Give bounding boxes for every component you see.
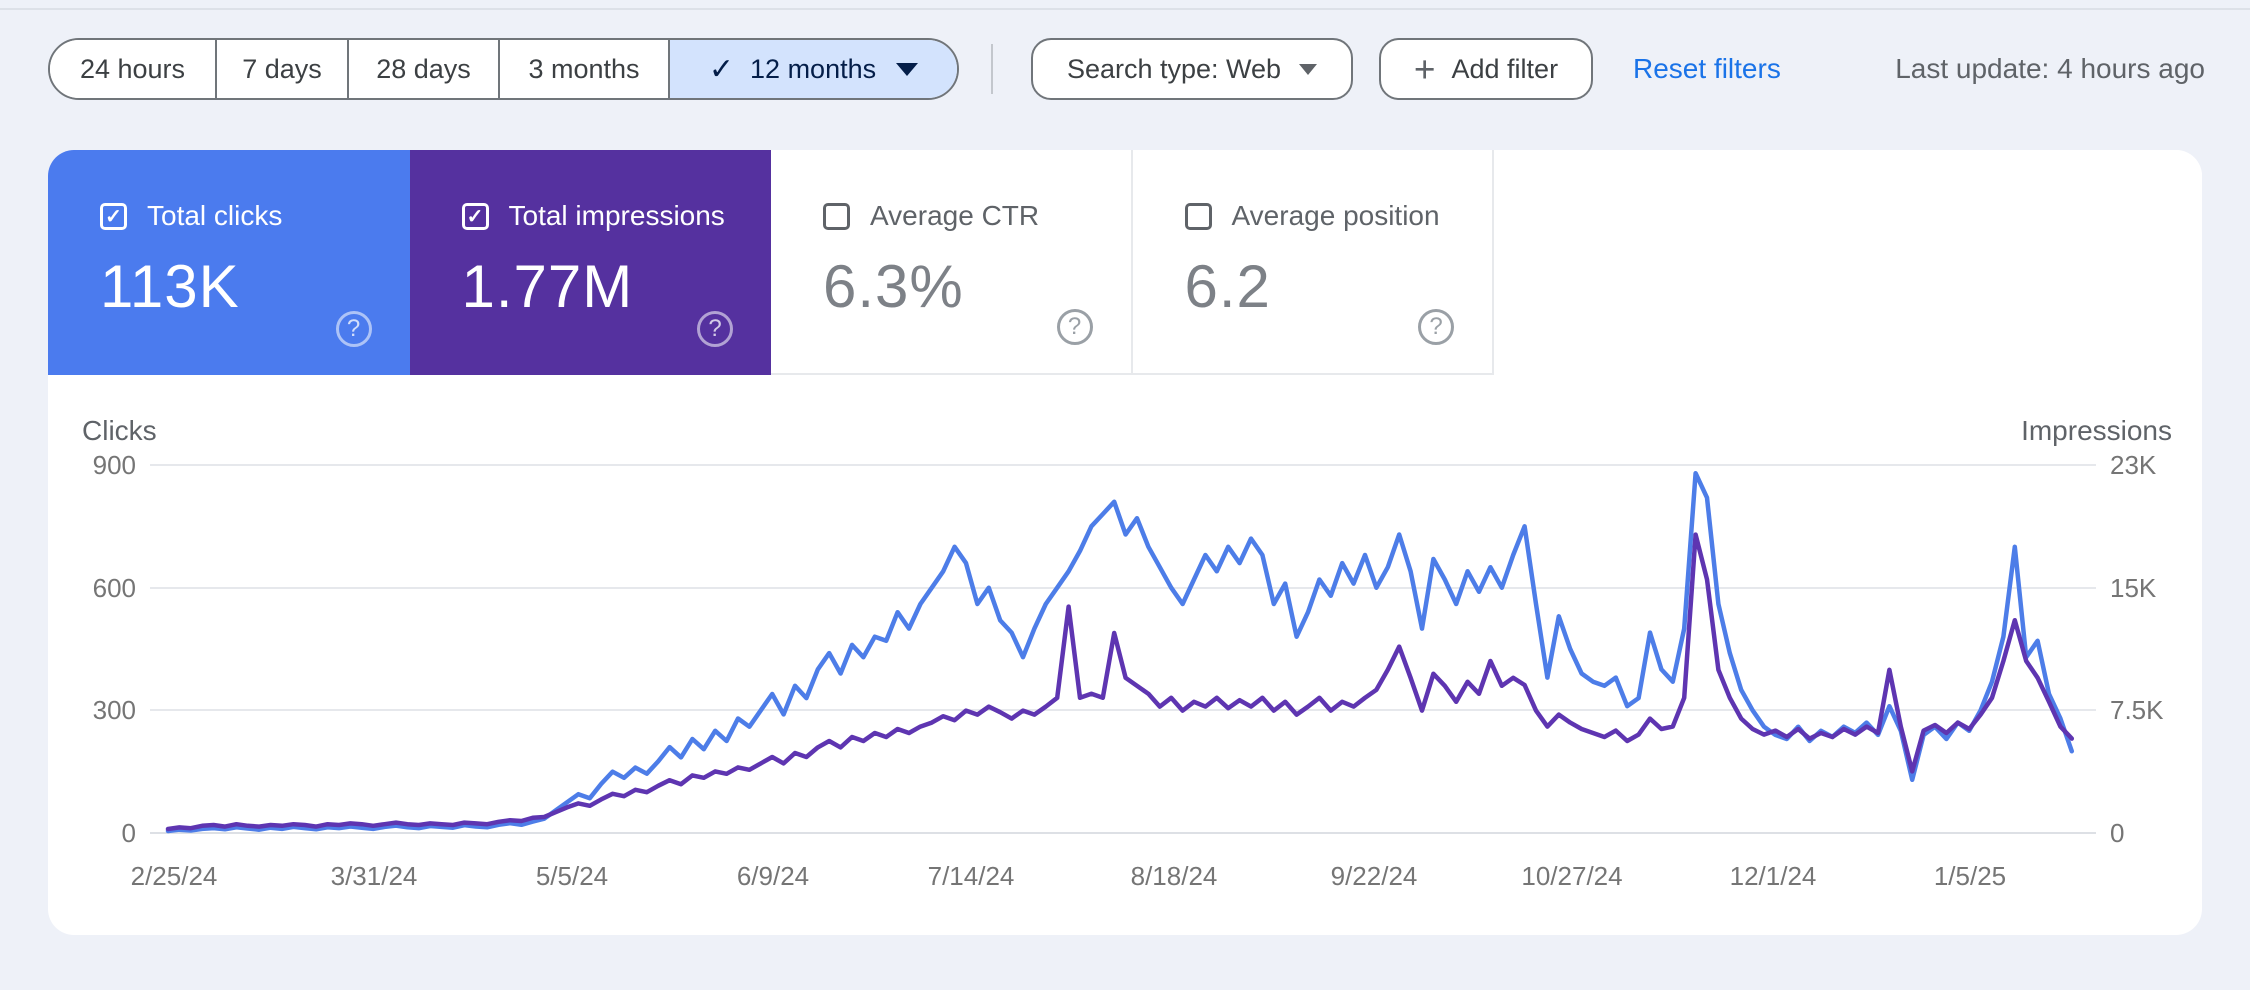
x-axis-tick: 6/9/24: [736, 861, 810, 891]
date-range-3-months[interactable]: 3 months: [498, 40, 668, 98]
toolbar-divider: [991, 44, 993, 94]
x-axis-tick: 1/5/25: [1933, 861, 2007, 891]
average-position-checkbox[interactable]: [1184, 202, 1212, 230]
check-icon: ✓: [708, 52, 735, 86]
help-icon[interactable]: ?: [335, 311, 372, 347]
metric-label: Average CTR: [870, 200, 1040, 231]
left-axis-tick: 300: [92, 695, 136, 725]
metric-value: 113K: [100, 253, 240, 320]
metric-label: Total clicks: [147, 200, 283, 231]
date-range-12-months-selected[interactable]: ✓ 12 months: [668, 40, 957, 98]
x-axis-tick: 3/31/24: [330, 861, 418, 891]
date-range-7-days[interactable]: 7 days: [215, 40, 347, 98]
date-range-label: 12 months: [750, 53, 877, 84]
total-impressions-checkbox[interactable]: ✓: [461, 202, 489, 230]
date-range-label: 24 hours: [79, 53, 186, 84]
average-ctr-checkbox[interactable]: [823, 202, 850, 230]
series-line-impressions: [165, 532, 2075, 832]
date-range-label: 3 months: [528, 53, 640, 84]
metric-label: Average position: [1231, 200, 1440, 231]
plus-icon: +: [1413, 48, 1436, 90]
left-axis-tick: 600: [92, 573, 136, 603]
last-update-text: Last update: 4 hours ago: [1895, 53, 2205, 84]
search-type-dropdown[interactable]: Search type: Web: [1031, 38, 1353, 100]
right-axis-tick: 23K: [2110, 450, 2157, 480]
help-icon[interactable]: ?: [1418, 309, 1454, 345]
help-icon[interactable]: ?: [1056, 309, 1093, 345]
date-range-label: 28 days: [376, 53, 471, 84]
series-line-clicks: [165, 470, 2075, 834]
chevron-down-icon: [1299, 63, 1318, 75]
x-axis-tick: 9/22/24: [1330, 861, 1418, 891]
performance-panel: ✓ Total clicks 113K ? ✓ Total impression…: [48, 150, 2202, 935]
metric-card-total-clicks[interactable]: ✓ Total clicks 113K ?: [48, 150, 410, 375]
metric-value: 1.77M: [461, 253, 634, 320]
date-range-segmented-control: 24 hours 7 days 28 days 3 months ✓ 12 mo…: [48, 38, 959, 100]
page-top-divider: [0, 8, 2250, 10]
performance-chart-svg: [150, 464, 2096, 834]
metric-card-average-position[interactable]: Average position 6.2 ?: [1132, 150, 1494, 375]
x-axis-tick: 10/27/24: [1521, 861, 1623, 891]
chevron-down-icon: [896, 62, 919, 76]
date-range-label: 7 days: [242, 53, 322, 84]
help-icon[interactable]: ?: [697, 311, 733, 347]
right-axis-title: Impressions: [2021, 415, 2172, 446]
date-range-24-hours[interactable]: 24 hours: [50, 40, 215, 98]
left-axis-tick: 900: [92, 450, 136, 480]
x-axis-tick: 8/18/24: [1130, 861, 1218, 891]
metric-card-average-ctr[interactable]: Average CTR 6.3% ?: [771, 150, 1133, 375]
add-filter-label: Add filter: [1451, 53, 1559, 84]
add-filter-button[interactable]: + Add filter: [1379, 38, 1593, 100]
search-type-label: Search type: Web: [1066, 53, 1282, 84]
metric-label: Total impressions: [508, 200, 725, 231]
metric-value: 6.3%: [823, 253, 964, 320]
filters-toolbar: 24 hours 7 days 28 days 3 months ✓ 12 mo…: [48, 38, 2205, 100]
reset-filters-link[interactable]: Reset filters: [1633, 53, 1781, 84]
x-axis-tick: 12/1/24: [1729, 861, 1817, 891]
x-axis-tick: 5/5/24: [535, 861, 609, 891]
metric-card-total-impressions[interactable]: ✓ Total impressions 1.77M ?: [409, 150, 771, 375]
x-axis-tick: 7/14/24: [927, 861, 1015, 891]
metric-cards-spacer: [1494, 150, 2202, 375]
right-axis-tick: 0: [2110, 818, 2125, 848]
right-axis-tick: 7.5K: [2110, 695, 2164, 725]
total-clicks-checkbox[interactable]: ✓: [100, 202, 127, 230]
left-axis-title: Clicks: [82, 415, 157, 446]
metric-cards-row: ✓ Total clicks 113K ? ✓ Total impression…: [48, 150, 2202, 375]
left-axis-tick: 0: [121, 818, 136, 848]
date-range-28-days[interactable]: 28 days: [347, 40, 498, 98]
x-axis-tick: 2/25/24: [130, 861, 218, 891]
metric-value: 6.2: [1184, 253, 1271, 320]
performance-chart[interactable]: Clicks Impressions 900 600 300 0 23K 15K…: [48, 375, 2202, 935]
right-axis-tick: 15K: [2110, 573, 2157, 603]
